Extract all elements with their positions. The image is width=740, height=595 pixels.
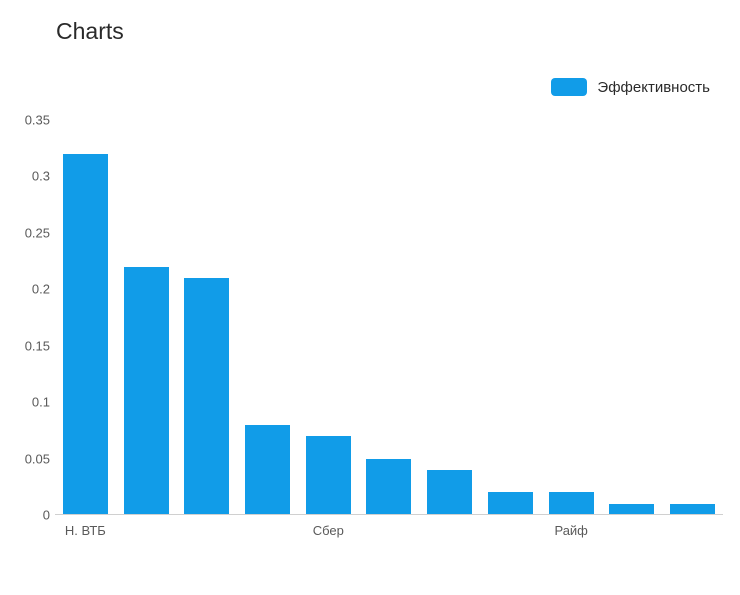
y-tick-label: 0.05 (10, 451, 50, 466)
x-tick-label: Райф (554, 523, 587, 538)
y-tick-label: 0.35 (10, 113, 50, 128)
legend: Эффективность (551, 78, 710, 96)
y-tick-label: 0.1 (10, 395, 50, 410)
bar (124, 267, 169, 515)
x-tick-label: Сбер (313, 523, 344, 538)
plot-area: 00.050.10.150.20.250.30.35 Н. ВТБСберРай… (55, 120, 723, 515)
bar (245, 425, 290, 515)
bar (63, 154, 108, 515)
page-title: Charts (56, 18, 124, 45)
bar (549, 492, 594, 515)
x-axis: Н. ВТБ Сбер Райф (55, 515, 723, 545)
y-tick-label: 0.2 (10, 282, 50, 297)
chart-container: Charts Эффективность 00.050.10.150.20.25… (0, 0, 740, 595)
bar (366, 459, 411, 515)
y-axis: 00.050.10.150.20.250.30.35 (10, 120, 50, 515)
y-tick-label: 0.15 (10, 338, 50, 353)
bar-series (55, 120, 723, 515)
bar (488, 492, 533, 515)
bar (184, 278, 229, 515)
x-tick-label: Н. ВТБ (65, 523, 106, 538)
y-tick-label: 0 (10, 508, 50, 523)
legend-swatch (551, 78, 587, 96)
legend-label: Эффективность (597, 79, 710, 96)
bar (427, 470, 472, 515)
y-tick-label: 0.3 (10, 169, 50, 184)
y-tick-label: 0.25 (10, 225, 50, 240)
bar (306, 436, 351, 515)
